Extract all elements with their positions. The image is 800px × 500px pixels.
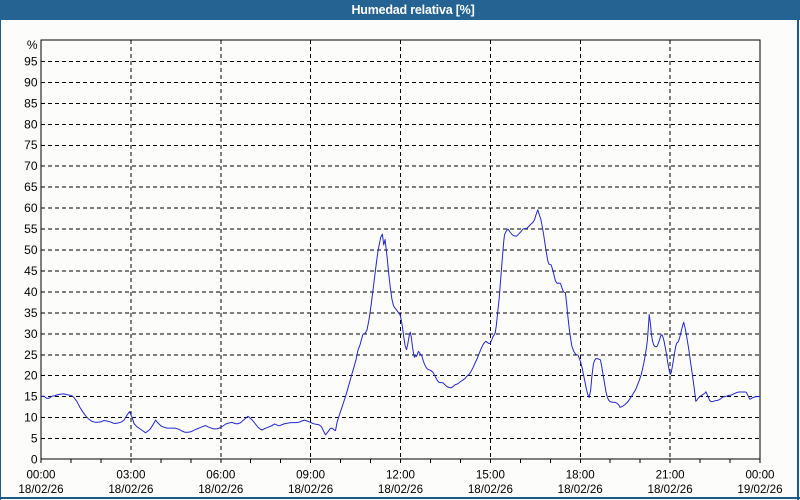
- svg-text:00:00: 00:00: [745, 469, 774, 482]
- svg-text:45: 45: [24, 264, 38, 278]
- svg-text:18/02/26: 18/02/26: [198, 483, 243, 496]
- svg-text:%: %: [27, 38, 38, 52]
- svg-text:18/02/26: 18/02/26: [108, 483, 153, 496]
- svg-text:5: 5: [31, 432, 38, 446]
- svg-text:90: 90: [24, 75, 38, 89]
- svg-text:19/02/26: 19/02/26: [737, 483, 782, 496]
- svg-text:20: 20: [24, 369, 38, 383]
- svg-text:18/02/26: 18/02/26: [378, 483, 423, 496]
- svg-text:10: 10: [24, 411, 38, 425]
- svg-text:15: 15: [24, 390, 38, 404]
- svg-text:18/02/26: 18/02/26: [648, 483, 693, 496]
- svg-text:09:00: 09:00: [296, 469, 325, 482]
- svg-text:18:00: 18:00: [566, 469, 595, 482]
- svg-text:15:00: 15:00: [476, 469, 505, 482]
- svg-text:80: 80: [24, 117, 38, 131]
- svg-text:25: 25: [24, 348, 38, 362]
- svg-text:35: 35: [24, 306, 38, 320]
- svg-text:30: 30: [24, 327, 38, 341]
- svg-text:95: 95: [24, 54, 38, 68]
- svg-text:0: 0: [31, 453, 38, 467]
- svg-text:21:00: 21:00: [656, 469, 685, 482]
- svg-text:85: 85: [24, 96, 38, 110]
- svg-text:18/02/26: 18/02/26: [18, 483, 63, 496]
- svg-text:06:00: 06:00: [206, 469, 235, 482]
- svg-text:18/02/26: 18/02/26: [288, 483, 333, 496]
- svg-text:03:00: 03:00: [116, 469, 145, 482]
- svg-text:40: 40: [24, 285, 38, 299]
- svg-text:70: 70: [24, 159, 38, 173]
- svg-text:12:00: 12:00: [386, 469, 415, 482]
- svg-text:55: 55: [24, 222, 38, 236]
- svg-text:65: 65: [24, 180, 38, 194]
- svg-text:75: 75: [24, 138, 38, 152]
- svg-text:18/02/26: 18/02/26: [558, 483, 603, 496]
- svg-text:50: 50: [24, 243, 38, 257]
- svg-text:00:00: 00:00: [26, 469, 55, 482]
- svg-text:18/02/26: 18/02/26: [468, 483, 513, 496]
- svg-text:60: 60: [24, 201, 38, 215]
